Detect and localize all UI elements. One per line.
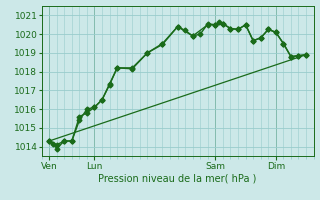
X-axis label: Pression niveau de la mer( hPa ): Pression niveau de la mer( hPa )	[99, 173, 257, 183]
